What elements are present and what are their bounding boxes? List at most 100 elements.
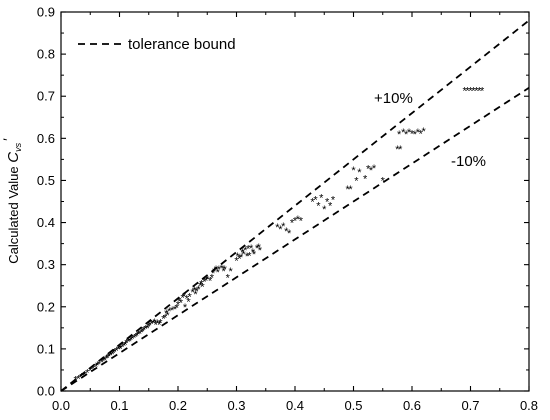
data-point: * xyxy=(239,252,244,264)
data-point: * xyxy=(255,243,260,255)
data-point: * xyxy=(325,197,330,209)
data-point: * xyxy=(208,276,213,288)
x-tick-label: 0.1 xyxy=(110,398,128,413)
data-point: * xyxy=(407,127,412,139)
data-point: * xyxy=(240,247,245,259)
tolerance-line-upper xyxy=(60,19,530,392)
data-points: ****************************************… xyxy=(73,86,485,387)
y-tick-label: 0.9 xyxy=(37,5,55,20)
data-point: * xyxy=(129,335,134,347)
data-point: * xyxy=(296,214,301,226)
data-point: * xyxy=(107,351,112,363)
data-point: * xyxy=(167,306,172,318)
y-axis-title: Calculated Value Cvs′ xyxy=(0,138,23,264)
data-point: * xyxy=(199,279,204,291)
data-point: * xyxy=(94,362,99,374)
data-point: * xyxy=(480,86,485,98)
data-point: * xyxy=(275,222,280,234)
data-point: * xyxy=(128,336,133,348)
data-point: * xyxy=(85,367,90,379)
data-point: * xyxy=(210,272,215,284)
data-point: * xyxy=(88,365,93,377)
data-point: * xyxy=(138,328,143,340)
data-point: * xyxy=(366,164,371,176)
data-point: * xyxy=(217,264,222,276)
data-point: * xyxy=(147,321,152,333)
data-point: * xyxy=(284,226,289,238)
data-point: * xyxy=(181,293,186,305)
y-axis-tick-labels: 0.0 0.1 0.2 0.3 0.4 0.5 0.6 0.7 0.8 0.9 xyxy=(37,5,55,399)
data-point: * xyxy=(223,264,228,276)
y-axis-title-symbol: C xyxy=(5,152,22,163)
data-point: * xyxy=(119,343,124,355)
data-point: * xyxy=(182,291,187,303)
y-tick-label: 0.3 xyxy=(37,257,55,272)
data-point: * xyxy=(252,249,257,261)
data-point: * xyxy=(157,319,162,331)
data-point: * xyxy=(226,272,231,284)
data-point: * xyxy=(243,245,248,257)
data-point: * xyxy=(144,324,149,336)
y-tick-label: 0.2 xyxy=(37,299,55,314)
data-point: * xyxy=(216,267,221,279)
data-point: * xyxy=(164,308,169,320)
data-point: * xyxy=(319,192,324,204)
data-point: * xyxy=(100,357,105,369)
data-point: * xyxy=(422,126,427,138)
data-point: * xyxy=(130,333,135,345)
data-point: * xyxy=(204,276,209,288)
data-point: * xyxy=(313,194,318,206)
data-point: * xyxy=(419,128,424,140)
y-tick-label: 0.6 xyxy=(37,131,55,146)
data-point: * xyxy=(195,286,200,298)
y-axis-title-suffix: ′ xyxy=(0,138,16,141)
data-point: * xyxy=(126,337,131,349)
data-point: * xyxy=(73,375,78,387)
data-point: * xyxy=(200,282,205,294)
data-point: * xyxy=(155,318,160,330)
data-point: * xyxy=(202,277,207,289)
data-point: * xyxy=(161,314,166,326)
x-tick-label: 0.6 xyxy=(403,398,421,413)
data-point: * xyxy=(116,344,121,356)
data-point: * xyxy=(249,243,254,255)
data-point: * xyxy=(151,318,156,330)
data-point: * xyxy=(468,86,473,98)
data-point: * xyxy=(397,129,402,141)
y-tick-label: 0.4 xyxy=(37,215,55,230)
tolerance-lines xyxy=(60,19,530,392)
data-point: * xyxy=(97,359,102,371)
data-point: * xyxy=(212,266,217,278)
data-point: * xyxy=(404,129,409,141)
data-point: * xyxy=(134,331,139,343)
data-point: * xyxy=(395,144,400,156)
data-point: * xyxy=(369,165,374,177)
data-point: * xyxy=(257,242,262,254)
data-point: * xyxy=(398,144,403,156)
data-point: * xyxy=(258,245,263,257)
x-axis-ticks xyxy=(60,12,530,391)
legend-label: tolerance bound xyxy=(128,36,236,53)
x-axis-tick-labels: 0.0 0.1 0.2 0.3 0.4 0.5 0.6 0.7 0.8 xyxy=(52,398,538,413)
legend: tolerance bound xyxy=(78,36,236,53)
data-point: * xyxy=(372,163,377,175)
data-point: * xyxy=(183,302,188,314)
y-tick-label: 0.0 xyxy=(37,384,55,399)
x-tick-label: 0.5 xyxy=(344,398,362,413)
data-point: * xyxy=(465,86,470,98)
y-tick-label: 0.1 xyxy=(37,341,55,356)
data-point: * xyxy=(110,349,115,361)
data-point: * xyxy=(463,86,468,98)
data-point: * xyxy=(413,129,418,141)
data-point: * xyxy=(331,194,336,206)
data-point: * xyxy=(173,304,178,316)
data-point: * xyxy=(113,346,118,358)
y-axis-title-prefix: Calculated Value xyxy=(6,163,21,264)
y-tick-label: 0.5 xyxy=(37,173,55,188)
x-tick-label: 0.8 xyxy=(520,398,538,413)
data-point: * xyxy=(401,127,406,139)
data-point: * xyxy=(241,249,246,261)
data-point: * xyxy=(357,167,362,179)
data-point: * xyxy=(140,327,145,339)
